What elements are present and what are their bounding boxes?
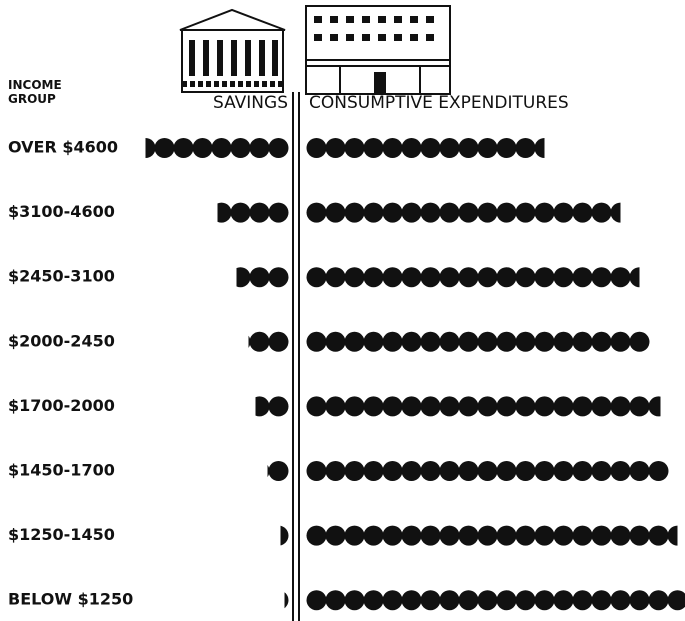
coin-bar (136, 138, 289, 158)
coin-bar (250, 461, 289, 481)
category-label: $2000-2450 (8, 331, 115, 350)
coin-bar (231, 332, 289, 352)
coin-bar (307, 590, 685, 610)
coin-bar (269, 526, 289, 546)
category-label: $1450-1700 (8, 461, 115, 480)
store-icon (306, 6, 450, 94)
coin-bar (307, 396, 669, 416)
category-label: $3100-4600 (8, 202, 115, 221)
divider (293, 92, 299, 621)
category-label: BELOW $1250 (8, 590, 133, 609)
coin-bar (250, 396, 289, 416)
coin-bar (307, 461, 669, 481)
legend-label: SAVINGS (213, 93, 288, 113)
category-label: $1700-2000 (8, 396, 115, 415)
coin-bar (269, 590, 289, 610)
coin-bar (307, 526, 685, 546)
coin-bar (231, 267, 289, 287)
chart: SAVINGS CONSUMPTIVE EXPENDITURES OVER $460… (0, 0, 685, 621)
legend-label: CONSUMPTIVE EXPENDITURES (309, 93, 569, 113)
category-label: $2450-3100 (8, 267, 115, 286)
coin-bar (307, 138, 555, 158)
bank-icon (180, 10, 285, 92)
coin-bar (212, 203, 289, 223)
coin-bar (307, 332, 650, 352)
row-header: INCOME GROUP (8, 78, 78, 106)
category-label: $1250-1450 (8, 525, 115, 544)
category-label: OVER $4600 (8, 138, 118, 157)
coin-bar (307, 203, 631, 223)
chart-svg: SAVINGS CONSUMPTIVE EXPENDITURES OVER $460… (0, 0, 685, 621)
coin-bar (307, 267, 650, 287)
